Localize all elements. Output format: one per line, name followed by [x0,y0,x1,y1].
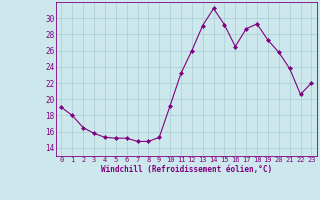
X-axis label: Windchill (Refroidissement éolien,°C): Windchill (Refroidissement éolien,°C) [101,165,272,174]
